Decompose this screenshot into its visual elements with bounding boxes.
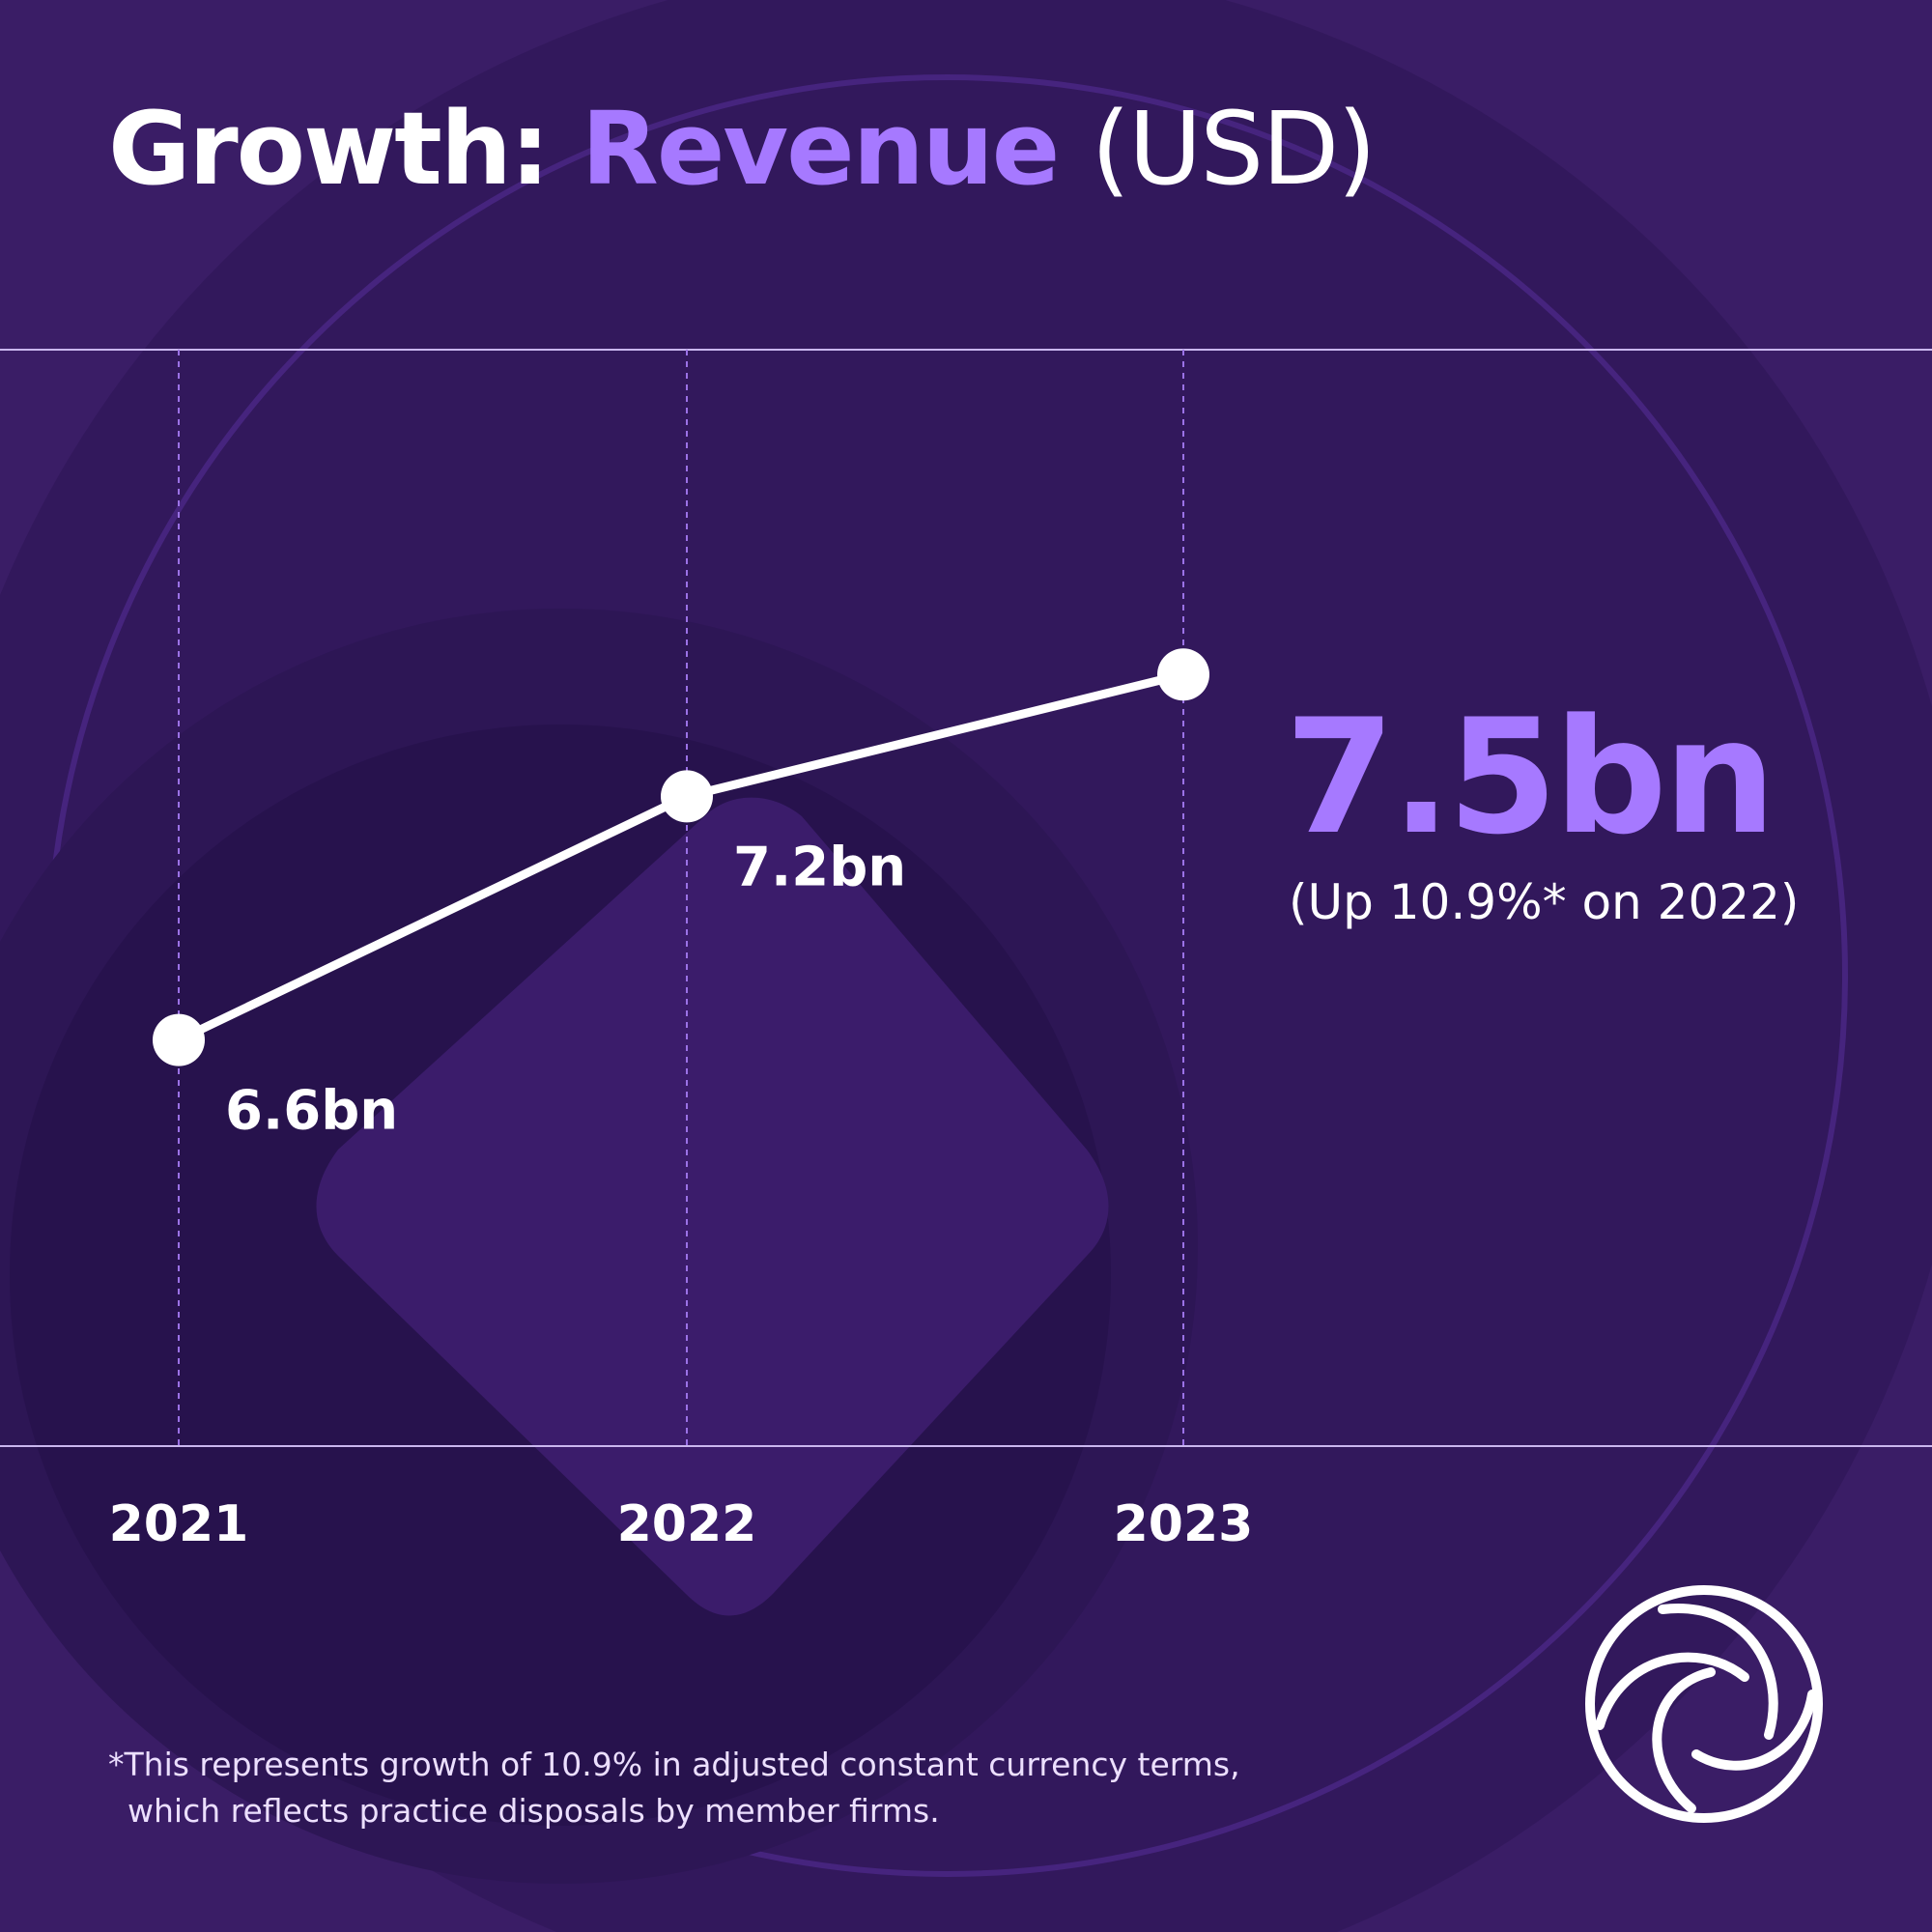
title-prefix: Growth: [108,90,551,208]
data-point-2023 [1157,648,1209,701]
page-title: Growth: Revenue (USD) [108,89,1377,210]
revenue-series-line [177,669,1185,1044]
title-suffix: (USD) [1091,90,1377,208]
title-accent: Revenue [581,90,1061,208]
footnote: *This represents growth of 10.9% in adju… [108,1742,1240,1834]
data-label-2022: 7.2bn [733,836,906,898]
x-tick-label-2021: 2021 [109,1495,249,1553]
footnote-line-1: *This represents growth of 10.9% in adju… [108,1746,1240,1783]
headline-note: (Up 10.9%* on 2022) [1289,874,1800,930]
footnote-line-2: which reflects practice disposals by mem… [128,1792,940,1830]
x-tick-label-2023: 2023 [1114,1495,1254,1553]
ring-swirl-logo-icon [1585,1585,1823,1823]
headline-value: 7.5bn [1285,685,1776,869]
data-label-2021: 6.6bn [225,1080,398,1143]
data-point-2022 [661,770,713,823]
x-tick-label-2022: 2022 [617,1495,757,1553]
data-point-2021 [153,1013,205,1066]
